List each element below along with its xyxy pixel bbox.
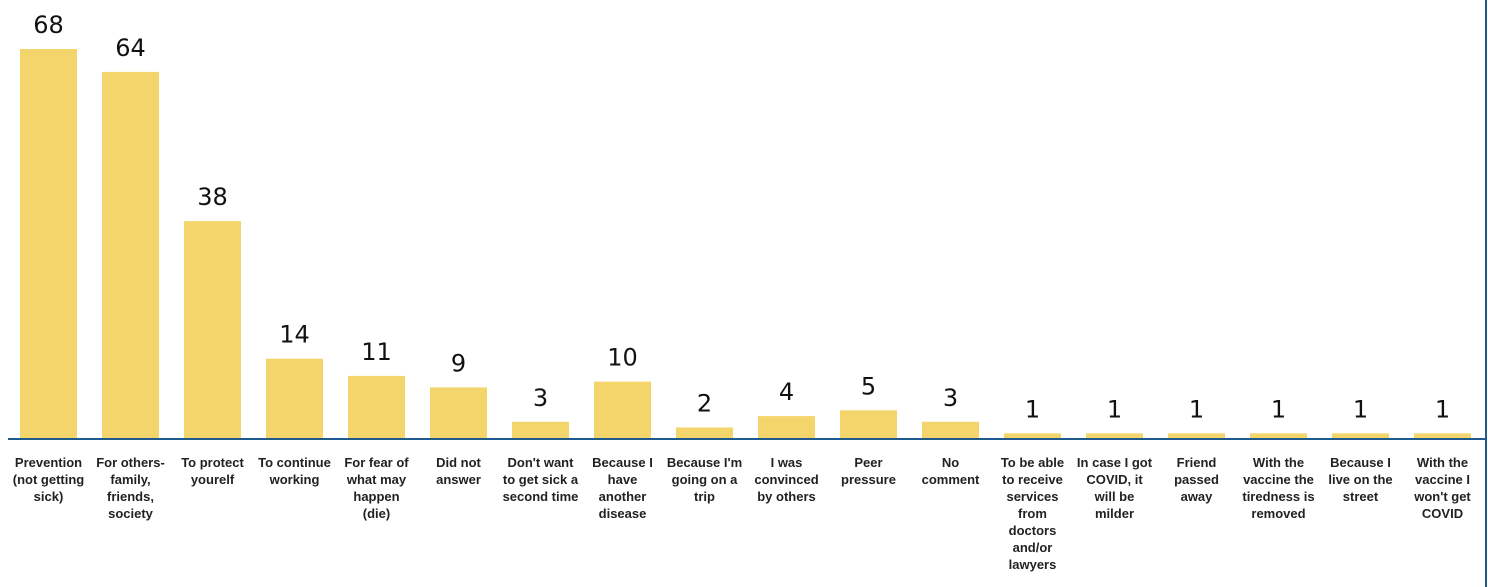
value-label-1: 68 [33,11,64,39]
category-label-2: For others-family, friends, society [96,455,165,521]
value-label-2: 64 [115,34,146,62]
category-label-12: No comment [922,455,980,487]
value-label-12: 3 [943,384,958,412]
bar-16 [1250,433,1307,439]
category-label-9: Because I'm going on a trip [667,455,742,504]
bar-4 [266,358,323,439]
category-label-4: To continue working [258,455,331,487]
category-label-15: Friend passed away [1174,455,1219,504]
value-label-11: 5 [861,372,876,400]
category-label-5: For fear of what may happen (die) [344,455,409,521]
value-label-8: 10 [607,344,638,372]
category-label-6: Did not answer [436,455,481,487]
category-label-14: In case I got COVID, it will be milder [1077,455,1153,521]
category-label-10: I was convinced by others [754,455,818,504]
value-label-10: 4 [779,378,794,406]
value-label-17: 1 [1353,395,1368,423]
value-label-14: 1 [1107,395,1122,423]
value-label-9: 2 [697,390,712,418]
category-label-13: To be able to receive services from doctors a… [1001,455,1064,572]
bar-6 [430,387,487,439]
value-label-15: 1 [1189,395,1204,423]
category-label-1: Prevention (not getting sick) [13,455,85,504]
category-label-11: Peer pressure [841,455,896,487]
value-label-13: 1 [1025,395,1040,423]
bar-8 [594,381,651,439]
bars-group [20,49,1471,440]
bar-14 [1086,433,1143,439]
bar-10 [758,416,815,439]
bar-3 [184,221,241,439]
category-labels-group: Prevention (not getting sick)For others-fa… [13,455,1472,572]
bar-15 [1168,433,1225,439]
bar-2 [102,71,159,440]
value-label-7: 3 [533,384,548,412]
category-label-7: Don't want to get sick a second time [503,455,579,504]
category-label-16: With the vaccine the tiredness is removed [1242,455,1314,521]
value-label-4: 14 [279,321,310,349]
category-label-3: To protect yourelf [181,455,244,487]
bar-9 [676,427,733,439]
bar-1 [20,49,77,439]
value-label-6: 9 [451,349,466,377]
value-label-3: 38 [197,183,228,211]
bar-11 [840,410,897,439]
bar-17 [1332,433,1389,439]
bar-12 [922,421,979,439]
bar-13 [1004,433,1061,439]
value-label-5: 11 [361,338,392,366]
bar-5 [348,375,405,439]
value-label-16: 1 [1271,395,1286,423]
bar-18 [1414,433,1471,439]
bar-7 [512,421,569,439]
value-label-18: 1 [1435,395,1450,423]
